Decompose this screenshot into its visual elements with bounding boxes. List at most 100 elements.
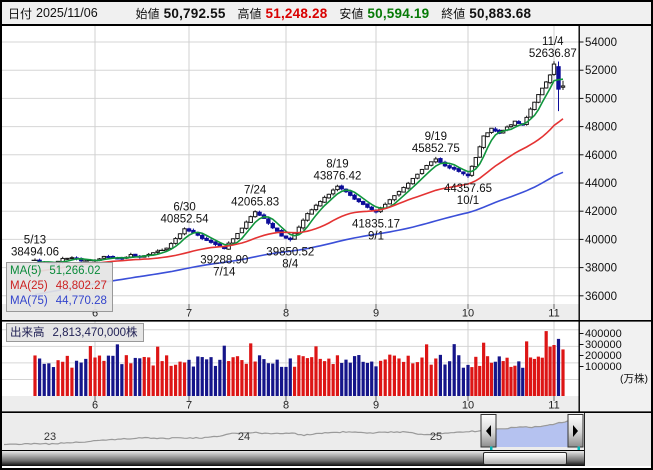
ma25-legend-row: MA(25) 48,802.27 [10, 279, 107, 294]
volume-bar [65, 355, 69, 396]
price-axis-label: 40000 [585, 234, 617, 246]
candle-body [560, 85, 566, 88]
annotation-date: 8/4 [282, 259, 299, 271]
candle-body [410, 177, 416, 185]
navigator-selection[interactable] [496, 420, 568, 447]
volume-bar [374, 366, 378, 396]
volume-bar [525, 341, 529, 396]
candle-body [461, 171, 466, 175]
volume-bar [253, 361, 257, 396]
volume-bar [470, 367, 474, 396]
candle-body [133, 253, 138, 257]
month-label: 8 [283, 308, 289, 320]
volume-axis-unit: (万株) [620, 372, 648, 385]
volume-bar [275, 359, 279, 396]
month-label: 6 [92, 308, 98, 320]
volume-title: 出来高 [10, 327, 45, 339]
candle-body [516, 121, 522, 124]
volume-bar [61, 361, 65, 396]
navigator-scroll-left-button[interactable] [480, 414, 497, 448]
volume-bar [397, 358, 401, 396]
volume-bar [474, 356, 478, 396]
candle-body [556, 66, 561, 90]
volume-bar [47, 363, 51, 396]
bottom-right-filler [584, 413, 651, 466]
volume-bar [517, 361, 521, 396]
volume-bar [340, 362, 344, 396]
volume-bar [552, 345, 556, 396]
price-volume-chart: 6 6 7 7 8 8 9 9 10 10 11 11 54000 52000 50000 48000 4600… [2, 26, 651, 413]
candle-body [173, 238, 178, 244]
candle-body [415, 173, 420, 179]
volume-bar [271, 363, 275, 396]
candle-body [465, 173, 471, 177]
candle-body [177, 233, 183, 239]
candle-body [369, 206, 374, 210]
scrollbar-track[interactable] [2, 450, 584, 466]
price-axis-label: 48000 [585, 122, 617, 134]
candle-body [356, 198, 362, 203]
candle-body [248, 216, 253, 223]
annotation-value: 45852.75 [412, 143, 460, 155]
volume-bar [187, 359, 191, 396]
volume-bar [429, 364, 433, 396]
month-label: 7 [186, 400, 192, 412]
volume-bar [160, 361, 164, 396]
candle-body [300, 219, 306, 229]
navigator-scroll-right-button[interactable] [567, 414, 584, 448]
candle-body [182, 228, 187, 235]
scrollbar-thumb[interactable] [483, 452, 567, 465]
volume-bar [415, 362, 419, 396]
volume-bar [262, 359, 266, 396]
panel-separators [2, 26, 651, 413]
volume-bar [361, 361, 365, 396]
volume-bar [383, 359, 387, 396]
volume-bar [120, 364, 124, 396]
candle-body [456, 168, 462, 172]
volume-bar [142, 356, 146, 396]
ma75-value: 44,770.28 [55, 295, 107, 307]
volume-bar [388, 354, 392, 396]
moving-averages-layer [34, 78, 564, 296]
volume-bar [79, 362, 83, 396]
navigator-year-label: 24 [238, 431, 250, 443]
volume-bar [169, 365, 173, 396]
volume-bar [501, 361, 505, 396]
annotation-date: 7/14 [213, 266, 236, 278]
volume-bar [84, 358, 88, 396]
candle-body [195, 232, 201, 236]
volume-bar [434, 358, 438, 396]
y-axis: 54000 52000 50000 48000 46000 44000 42000 40000… [578, 37, 648, 385]
selection-edge-marker-right [577, 446, 580, 450]
volume-bar [106, 355, 111, 396]
volume-bar [461, 367, 465, 396]
candle-body [540, 87, 545, 96]
volume-bar [370, 361, 374, 396]
annotation-date: 9/1 [368, 231, 384, 243]
volume-bar [182, 362, 187, 396]
candle-body [528, 108, 533, 118]
candle-body [222, 246, 227, 250]
candle-body [387, 199, 393, 205]
volume-bar [51, 367, 56, 396]
month-label: 10 [462, 308, 474, 320]
navigator: 23 24 25 [2, 413, 584, 450]
candle-body [318, 201, 323, 207]
volume-bar [392, 355, 396, 396]
selection-edge-marker-left [490, 446, 493, 450]
volume-bar [209, 357, 213, 396]
month-label: 8 [283, 400, 289, 412]
volume-bar [540, 357, 544, 396]
volume-bar [111, 355, 115, 396]
volume-bar [138, 358, 142, 396]
volume-bar [406, 355, 410, 396]
candle-body [235, 232, 240, 239]
volume-bar [284, 366, 288, 396]
volume-bar [489, 362, 494, 396]
candle-body [164, 247, 169, 251]
volume-bar [493, 361, 497, 396]
candle-body [288, 237, 293, 241]
volume-bar [205, 359, 209, 396]
volume-bar [297, 355, 301, 396]
